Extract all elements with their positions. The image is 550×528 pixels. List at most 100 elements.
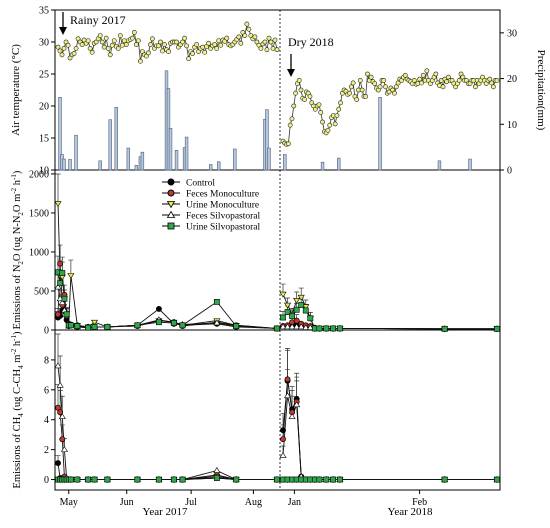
n2o-point-feces-silvopastoral-2018: [288, 323, 296, 330]
precip-bar-2017: [267, 147, 271, 171]
temperature-point-2018: [296, 78, 302, 83]
temperature-point-2017: [180, 39, 185, 45]
temperature-point-2018: [372, 81, 378, 86]
temperature-point-2017: [73, 46, 79, 51]
temperature-point-2017: [238, 40, 244, 46]
ch4-point-feces-monoculture-2017: [57, 409, 64, 416]
ch4-point-urine-silvopastoral-2018: [316, 476, 323, 483]
temperature-point-2017: [150, 36, 155, 42]
temperature-point-2018: [383, 84, 388, 90]
ch4-point-urine-silvopastoral-2017: [134, 476, 141, 483]
temperature-point-2018: [487, 76, 493, 82]
n2o-point-control-2017: [155, 305, 162, 312]
precip-bar-2017: [62, 158, 66, 171]
precip-bar-2017: [265, 109, 269, 171]
legend-label-feces-monoculture: Feces Monoculture: [186, 190, 259, 200]
n2o-point-urine-silvopastoral-2018: [337, 325, 343, 332]
ch4-point-feces-silvopastoral-2018: [284, 392, 292, 399]
ch4-point-urine-silvopastoral-2017: [171, 476, 177, 483]
temperature-point-2018: [363, 94, 369, 99]
temperature-point-2018: [285, 141, 291, 147]
ch4-error-feces-monoculture: [55, 384, 61, 408]
ch4-point-feces-monoculture-2018: [284, 376, 291, 383]
precip-bar-2017: [233, 148, 237, 171]
temperature-point-2017: [117, 33, 123, 38]
n2o-point-urine-silvopastoral-2017: [85, 324, 91, 331]
temperature-point-2017: [109, 42, 115, 48]
temperature-point-2017: [85, 38, 91, 44]
temperature-point-2017: [156, 43, 161, 49]
temperature-point-2017: [105, 46, 111, 51]
n2o-point-urine-silvopastoral-2017: [67, 322, 74, 329]
precip-bar-2018: [320, 161, 325, 171]
n2o-line-urine-monoculture-2018: [282, 293, 497, 330]
temperature-point-2018: [336, 106, 342, 112]
temperature-point-2018: [424, 68, 430, 74]
temperature-point-2018: [417, 76, 423, 82]
temperature-point-2017: [103, 35, 109, 41]
temperature-point-2017: [268, 39, 274, 45]
temperature-point-2018: [411, 78, 417, 83]
series-lines: [57, 22, 497, 480]
annotation-dry: Dry 2018: [288, 35, 334, 49]
ch4-point-urine-silvopastoral-2017: [179, 476, 186, 483]
temperature-point-2017: [262, 39, 268, 45]
temperature-point-2018: [338, 100, 343, 106]
middle-ylabel: Emissions of N2O (ug N-N2O m-2 h-1): [10, 170, 25, 329]
top-ylabel-left: Air temperature (°C): [10, 44, 22, 136]
ch4-point-urine-silvopastoral-2018: [323, 476, 330, 483]
temperature-point-2018: [347, 90, 352, 96]
n2o-point-urine-silvopastoral-2017: [274, 325, 280, 332]
temperature-point-2017: [107, 52, 113, 58]
ch4-point-urine-silvopastoral-2017: [104, 476, 111, 483]
n2o-point-feces-silvopastoral-2018: [279, 323, 287, 330]
top-ytick-left-label: 25: [39, 70, 49, 81]
temperature-point-2018: [365, 71, 370, 77]
xlabel-2017: Year 2017: [142, 506, 188, 518]
temperature-point-2017: [121, 38, 127, 44]
precip-bar-2017: [134, 165, 139, 171]
temperature-point-2018: [433, 71, 439, 77]
temperature-point-2018: [456, 78, 462, 83]
temperature-point-2017: [160, 48, 165, 54]
temperature-point-2017: [111, 38, 117, 44]
temperature-point-2018: [420, 72, 426, 78]
n2o-point-feces-silvopastoral-2017: [54, 283, 62, 290]
ch4-point-urine-silvopastoral-2018: [330, 476, 336, 483]
temperature-point-2017: [266, 35, 272, 41]
n2o-point-urine-silvopastoral-2017: [233, 323, 240, 329]
temperature-point-2017: [61, 46, 67, 51]
temperature-point-2018: [395, 80, 401, 86]
ch4-point-feces-monoculture-2018: [280, 436, 286, 443]
n2o-error-urine-monoculture: [55, 173, 61, 204]
precip-bar-2017: [140, 151, 145, 171]
ch4-point-feces-silvopastoral-2017: [58, 413, 66, 420]
bottom-panel-frame: [54, 329, 501, 491]
n2o-point-urine-silvopastoral-2017: [91, 323, 98, 330]
n2o-point-feces-silvopastoral-2018: [297, 323, 305, 330]
n2o-ytick-label: 2000: [29, 169, 49, 180]
n2o-point-urine-silvopastoral-2017: [156, 319, 162, 326]
xtick-label-2017: Aug: [245, 497, 262, 508]
n2o-point-urine-monoculture-2018: [297, 294, 305, 301]
precip-bar-2017: [208, 164, 213, 171]
top-ytick-left-label: 15: [39, 134, 49, 145]
temperature-point-2017: [202, 49, 208, 55]
ch4-line-feces-monoculture-2017: [57, 407, 277, 480]
xtick-label-2018: Feb: [412, 497, 427, 508]
temperature-point-2018: [348, 84, 354, 90]
ch4-ytick-label: 8: [44, 355, 49, 366]
legend-feces-monoculture: Feces Monoculture: [162, 189, 259, 200]
n2o-point-urine-monoculture-2017: [67, 273, 75, 279]
temperature-point-2017: [272, 37, 278, 43]
ch4-line-feces-silvopastoral-2018: [282, 395, 497, 480]
ch4-point-urine-silvopastoral-2017: [85, 476, 91, 483]
temperature-point-2017: [190, 51, 196, 56]
ch4-point-feces-silvopastoral-2017: [56, 381, 64, 388]
ch4-point-urine-silvopastoral-2018: [337, 476, 343, 483]
ch4-ytick-label: 4: [44, 415, 49, 426]
temperature-point-2017: [252, 34, 258, 40]
temperature-point-2017: [242, 33, 248, 38]
temperature-point-2017: [65, 42, 71, 48]
